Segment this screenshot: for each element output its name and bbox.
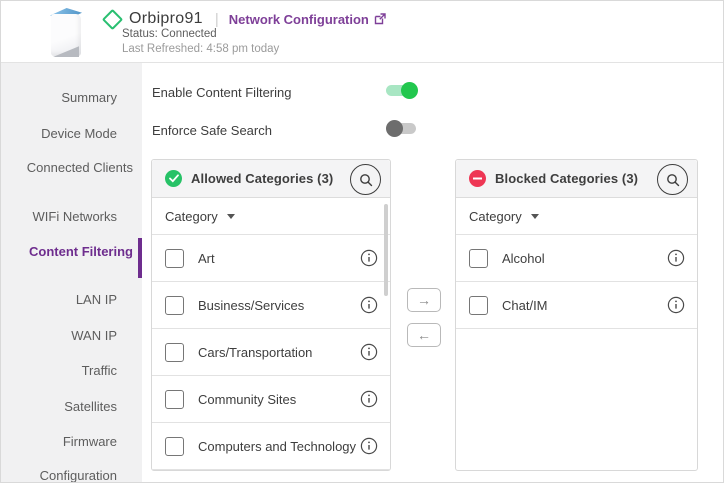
network-configuration-link[interactable]: Network Configuration [229, 12, 386, 27]
allowed-panel-header: Allowed Categories (3) [152, 160, 390, 198]
info-icon[interactable] [667, 249, 685, 267]
diamond-status-icon [101, 8, 124, 30]
sidebar-item-firmware[interactable]: Firmware [62, 434, 117, 449]
search-icon [359, 173, 372, 186]
category-label: Art [198, 250, 215, 266]
category-label: Business/Services [198, 297, 305, 313]
scrollbar-thumb[interactable] [384, 204, 388, 296]
allowed-row-computers-technology: Computers and Technology [152, 423, 390, 470]
category-column-label: Category [469, 208, 522, 224]
external-link-icon [374, 13, 386, 25]
info-icon[interactable] [360, 437, 378, 455]
enable-content-filtering-label: Enable Content Filtering [152, 85, 292, 100]
blocked-search-button[interactable] [657, 164, 688, 195]
category-label: Cars/Transportation [198, 344, 313, 360]
info-icon[interactable] [360, 390, 378, 408]
toggle-knob [386, 120, 403, 137]
sidebar-item-connected-clients[interactable]: Connected Clients [26, 160, 133, 175]
enforce-safe-search-toggle[interactable] [386, 120, 432, 137]
sidebar-item-wifi-networks[interactable]: WIFi Networks [32, 209, 118, 224]
allowed-categories-panel: Allowed Categories (3) Category Art Busi… [151, 159, 391, 471]
allowed-search-button[interactable] [350, 164, 381, 195]
info-icon[interactable] [360, 296, 378, 314]
blocked-panel-header: Blocked Categories (3) [456, 160, 697, 198]
category-label: Chat/IM [502, 297, 548, 313]
device-name: Orbipro91 [129, 10, 203, 27]
move-to-allowed-button[interactable]: ← [407, 323, 441, 347]
checkbox[interactable] [165, 389, 184, 409]
category-label: Community Sites [198, 391, 297, 407]
allowed-panel-title: Allowed Categories (3) [191, 171, 334, 186]
network-configuration-label: Network Configuration [228, 11, 369, 27]
sidebar-item-satellites[interactable]: Satellites [64, 399, 117, 414]
blocked-categories-panel: Blocked Categories (3) Category Alcohol … [455, 159, 698, 471]
allowed-row-cars-transportation: Cars/Transportation [152, 329, 390, 376]
checkbox[interactable] [165, 436, 184, 456]
check-circle-icon [165, 170, 182, 187]
checkbox[interactable] [165, 295, 184, 315]
sidebar-item-device-mode[interactable]: Device Mode [41, 126, 117, 141]
header-divider: | [214, 10, 219, 28]
header: Orbipro91 | Network Configuration Status… [1, 1, 723, 63]
router-device-image [49, 8, 85, 58]
arrow-left-icon: ← [417, 327, 431, 343]
category-label: Alcohol [502, 250, 545, 266]
checkbox[interactable] [165, 342, 184, 362]
blocked-panel-title: Blocked Categories (3) [495, 171, 639, 186]
chevron-down-icon [530, 213, 539, 219]
info-icon[interactable] [667, 296, 685, 314]
minus-circle-icon [469, 170, 486, 187]
arrow-right-icon: → [417, 292, 431, 308]
enforce-safe-search-row: Enforce Safe Search [152, 120, 416, 138]
blocked-category-sort-header[interactable]: Category [456, 198, 697, 235]
checkbox[interactable] [469, 248, 488, 268]
move-to-blocked-button[interactable]: → [407, 288, 441, 312]
checkbox[interactable] [165, 248, 184, 268]
allowed-row-community-sites: Community Sites [152, 376, 390, 423]
blocked-row-alcohol: Alcohol [456, 235, 697, 282]
sidebar-item-wan-ip[interactable]: WAN IP [71, 328, 117, 343]
allowed-row-art: Art [152, 235, 390, 282]
enable-content-filtering-row: Enable Content Filtering [152, 82, 418, 100]
sidebar-item-summary[interactable]: Summary [61, 90, 117, 105]
status-text: Status: Connected [122, 28, 217, 40]
blocked-row-chat-im: Chat/IM [456, 282, 697, 329]
sidebar: Summary Device Mode Connected Clients WI… [1, 63, 142, 483]
category-label: Computers and Technology [198, 438, 357, 454]
allowed-row-business-services: Business/Services [152, 282, 390, 329]
sidebar-item-lan-ip[interactable]: LAN IP [75, 292, 117, 307]
enable-content-filtering-toggle[interactable] [386, 82, 432, 99]
chevron-down-icon [226, 213, 235, 219]
sidebar-item-content-filtering[interactable]: Content Filtering [29, 244, 133, 259]
sidebar-item-configuration[interactable]: Configuration [39, 468, 117, 483]
selected-item-indicator [138, 238, 142, 278]
info-icon[interactable] [360, 343, 378, 361]
info-icon[interactable] [360, 249, 378, 267]
toggle-knob [401, 82, 418, 99]
header-title-row: Orbipro91 | Network Configuration [101, 8, 386, 30]
sidebar-item-traffic[interactable]: Traffic [81, 363, 117, 378]
search-icon [666, 173, 679, 186]
enforce-safe-search-label: Enforce Safe Search [152, 123, 272, 138]
checkbox[interactable] [469, 295, 488, 315]
last-refreshed-text: Last Refreshed: 4:58 pm today [122, 43, 280, 55]
allowed-category-sort-header[interactable]: Category [152, 198, 390, 235]
category-column-label: Category [165, 208, 218, 224]
